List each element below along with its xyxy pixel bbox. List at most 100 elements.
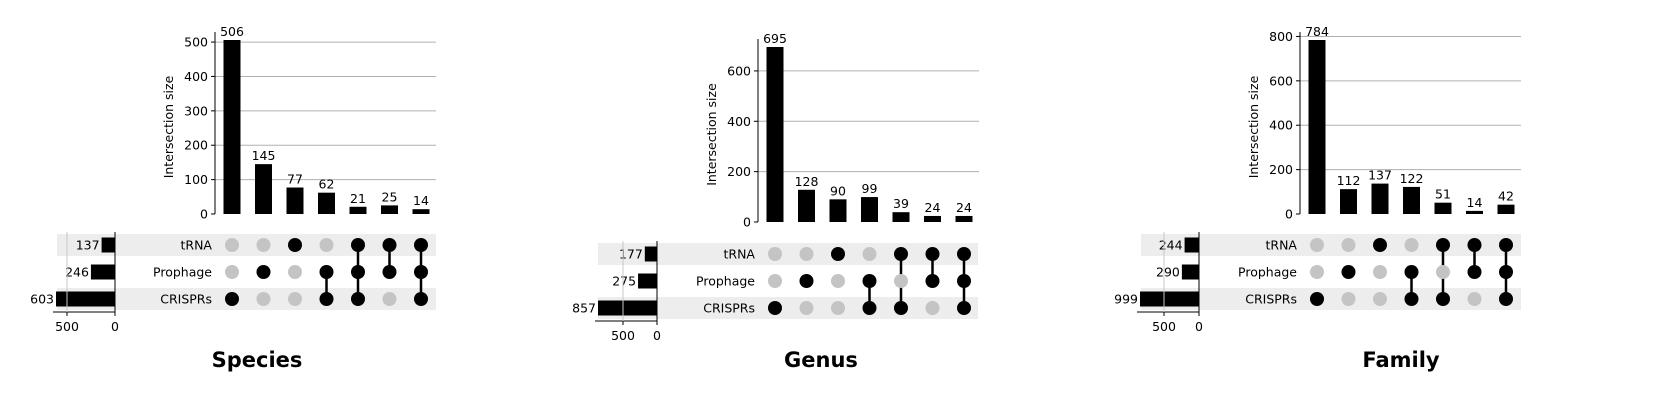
matrix-dot-empty [1436, 265, 1450, 279]
set-size-label: 177 [619, 247, 643, 262]
set-name-label: CRISPRs [703, 301, 755, 316]
matrix-dot-filled [862, 274, 877, 288]
matrix-dot-filled [1467, 265, 1482, 279]
intersection-bar [1497, 204, 1515, 214]
intersection-bar-label: 90 [830, 183, 846, 198]
intersection-bar [1403, 186, 1420, 214]
matrix-row-stripe [1141, 288, 1521, 310]
matrix-dot-filled [1436, 292, 1450, 306]
set-size-bar [1181, 264, 1199, 280]
set-size-bar [638, 273, 657, 289]
intersection-bar [286, 187, 304, 214]
matrix-dot-filled [957, 247, 971, 261]
y-tick-label: 400 [184, 69, 208, 84]
matrix-dot-filled [1499, 238, 1513, 252]
intersection-bar-label: 506 [220, 24, 244, 39]
y-tick-label: 0 [1285, 207, 1293, 222]
intersection-bar [892, 212, 910, 222]
intersection-bar [955, 215, 973, 222]
matrix-dot-empty [225, 238, 239, 252]
set-size-tick-label: 0 [111, 319, 119, 334]
matrix-dot-empty [925, 301, 940, 315]
intersection-bar-label: 39 [893, 196, 909, 211]
intersection-bar-label: 24 [925, 200, 941, 215]
matrix-dot-empty [1310, 238, 1324, 252]
matrix-dot-empty [1404, 238, 1419, 252]
set-size-bar [90, 264, 115, 280]
matrix-dot-filled [351, 265, 365, 279]
matrix-dot-filled [1341, 265, 1356, 279]
matrix-dot-filled [1373, 238, 1387, 252]
matrix-dot-filled [1436, 238, 1450, 252]
matrix-dot-filled [351, 238, 365, 252]
matrix-dot-empty [862, 247, 877, 261]
y-tick-label: 400 [727, 114, 751, 129]
set-size-bar [598, 300, 657, 316]
set-size-tick-label: 500 [611, 328, 635, 343]
set-size-label: 244 [1159, 238, 1183, 253]
matrix-dot-empty [256, 292, 271, 306]
matrix-dot-empty [1310, 265, 1324, 279]
intersection-bar [223, 40, 241, 214]
matrix-dot-filled [414, 265, 428, 279]
matrix-dot-filled [862, 301, 877, 315]
set-size-label: 246 [65, 265, 89, 280]
matrix-dot-empty [768, 247, 782, 261]
intersection-bar [1340, 189, 1357, 214]
intersection-bar-label: 99 [862, 181, 878, 196]
y-tick-label: 100 [184, 172, 208, 187]
intersection-bar-label: 145 [252, 148, 276, 163]
matrix-dot-empty [799, 247, 814, 261]
intersection-bar [1371, 183, 1389, 214]
matrix-dot-empty [894, 274, 908, 288]
intersection-bar [798, 189, 815, 222]
intersection-bar [924, 215, 941, 222]
intersection-bar-label: 122 [1400, 171, 1424, 186]
matrix-dot-empty [288, 265, 302, 279]
intersection-bar-label: 21 [350, 191, 366, 206]
matrix-dot-filled [319, 265, 334, 279]
intersection-bar [412, 209, 430, 214]
matrix-dot-empty [225, 265, 239, 279]
matrix-row-stripe [598, 243, 978, 265]
y-tick-label: 800 [1269, 29, 1293, 44]
matrix-dot-filled [382, 265, 397, 279]
upset-panel-family: 0 200 400 600 800 Intersection size 784 112 137 1… [1114, 24, 1521, 372]
intersection-bar [349, 206, 367, 214]
intersection-bar-label: 112 [1337, 173, 1361, 188]
matrix-dot-empty [256, 238, 271, 252]
matrix-dot-empty [382, 292, 397, 306]
matrix-dot-filled [894, 301, 908, 315]
set-size-label: 857 [572, 301, 596, 316]
set-size-tick-label: 0 [1195, 319, 1203, 334]
matrix-dot-filled [957, 274, 971, 288]
set-name-label: CRISPRs [1245, 292, 1297, 307]
matrix-dot-filled [925, 274, 940, 288]
matrix-dot-empty [768, 274, 782, 288]
set-size-tick-label: 0 [653, 328, 661, 343]
matrix-dot-empty [1341, 238, 1356, 252]
intersection-bar-label: 25 [382, 189, 398, 204]
matrix-dot-filled [799, 274, 814, 288]
set-size-bar [101, 237, 115, 253]
matrix-dot-empty [799, 301, 814, 315]
matrix-dot-filled [1499, 292, 1513, 306]
matrix-dot-filled [768, 301, 782, 315]
intersection-bar [829, 199, 847, 222]
matrix-dot-empty [1341, 292, 1356, 306]
y-tick-label: 200 [184, 138, 208, 153]
matrix-row-stripe [57, 234, 436, 256]
set-name-label: Prophage [696, 274, 755, 289]
set-name-label: Prophage [153, 265, 212, 280]
matrix-dot-empty [1373, 292, 1387, 306]
upset-panel-genus: 0 200 400 600 Intersection size 695 128 90 99 39 2… [572, 31, 979, 372]
panel-title: Family [1362, 348, 1440, 372]
y-tick-label: 600 [1269, 73, 1293, 88]
intersection-bar-label: 695 [763, 31, 787, 46]
set-size-tick-label: 500 [55, 319, 79, 334]
intersection-bar-label: 14 [1467, 195, 1483, 210]
intersection-bar [381, 205, 398, 214]
set-size-label: 603 [30, 292, 54, 307]
y-tick-label: 600 [727, 63, 751, 78]
